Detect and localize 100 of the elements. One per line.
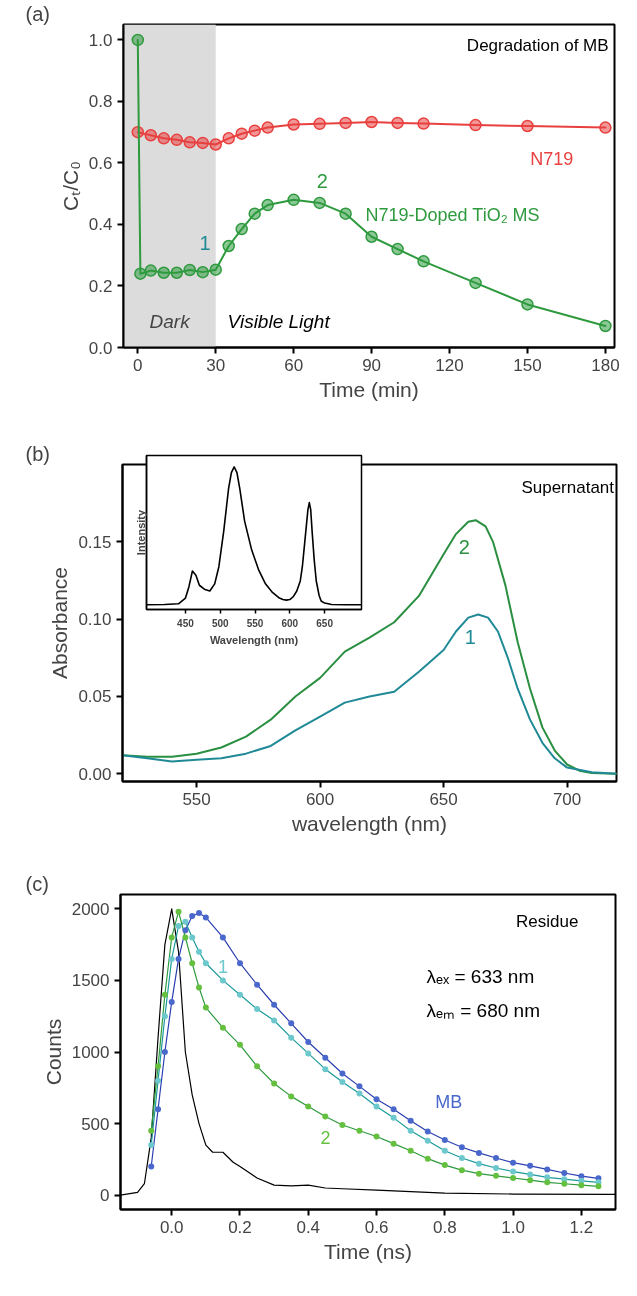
annotation: λₑₓ = 633 nm (426, 965, 535, 987)
point (248, 124, 261, 137)
point (475, 1149, 482, 1156)
point (510, 1175, 517, 1181)
point (271, 1001, 278, 1008)
text: (c) (25, 872, 49, 895)
x-tick-label: 550 (182, 789, 211, 809)
series-label: N719-Doped TiO₂ MS (365, 205, 540, 226)
point (235, 127, 248, 140)
x-tick-label: 1.2 (569, 1217, 594, 1237)
point (261, 121, 274, 134)
point (305, 1038, 312, 1045)
point (544, 1174, 551, 1181)
point (222, 132, 235, 145)
point (407, 1117, 414, 1124)
annotation: Degradation of MB (466, 36, 609, 56)
point (356, 1127, 363, 1134)
point (196, 984, 203, 991)
point (254, 1006, 261, 1013)
point (407, 1127, 414, 1134)
point (261, 198, 274, 212)
x-tick-label: 0.6 (364, 1217, 389, 1237)
y-tick-label: 0.6 (88, 153, 113, 173)
x-tick-label: 0 (133, 355, 143, 375)
point (236, 991, 243, 998)
point (305, 1103, 312, 1110)
point (578, 1182, 585, 1189)
x-axis-title: Time (ns) (324, 1239, 412, 1263)
x-tick-label: 600 (305, 789, 335, 809)
point (493, 1164, 500, 1171)
point (170, 266, 184, 279)
point (209, 263, 222, 276)
annotation: 1 (199, 231, 211, 254)
point (322, 1113, 329, 1120)
point (168, 955, 175, 962)
annotation: λₑₘ = 680 nm (426, 1000, 540, 1022)
point (235, 222, 248, 236)
point (441, 1162, 448, 1169)
y-tick-label: 2000 (71, 899, 110, 919)
point (189, 960, 196, 967)
point (365, 115, 378, 129)
x-tick-label: 1.0 (501, 1217, 525, 1237)
point (209, 138, 222, 151)
point (175, 955, 182, 962)
point (424, 1137, 431, 1144)
point (475, 1160, 482, 1167)
x-tick-label: 60 (284, 355, 304, 375)
point (544, 1179, 551, 1186)
point (219, 977, 226, 984)
band-label: Dark (149, 310, 192, 332)
series-label: 1 (464, 625, 476, 648)
x-tick-label: 650 (429, 789, 458, 809)
point (458, 1167, 465, 1174)
x-tick-label: 550 (246, 617, 264, 629)
annotation: Visible Light (227, 310, 331, 332)
x-axis-title: Time (min) (319, 377, 419, 401)
point (441, 1147, 448, 1154)
point (390, 1114, 397, 1121)
y-tick-label: 0.15 (78, 532, 112, 552)
point (595, 1183, 602, 1190)
point (196, 948, 203, 955)
point (339, 1122, 346, 1129)
point (521, 298, 534, 311)
point (236, 960, 243, 967)
point (182, 918, 189, 925)
point (161, 1013, 168, 1020)
y-tick-label: 1.0 (88, 30, 113, 50)
point (271, 1017, 278, 1024)
point (196, 910, 203, 917)
x-tick-label: 600 (281, 617, 299, 629)
series-label: 2 (458, 535, 470, 558)
x-tick-label: 30 (206, 355, 226, 375)
point (521, 119, 534, 133)
point (527, 1162, 534, 1169)
point (373, 1133, 380, 1140)
point (196, 136, 209, 150)
point (356, 1090, 363, 1097)
annotation: Supernatant (521, 477, 615, 497)
x-axis-title: wavelength (nm) (290, 811, 448, 835)
point (339, 207, 352, 220)
point (527, 1177, 534, 1184)
point (493, 1154, 500, 1161)
point (183, 136, 196, 149)
x-tick-label: 450 (177, 617, 195, 629)
text: (b) (25, 442, 50, 465)
point (339, 1070, 346, 1077)
point (313, 117, 326, 131)
point (417, 117, 430, 130)
point (183, 263, 196, 277)
point (287, 193, 300, 207)
point (196, 265, 209, 279)
point (189, 934, 196, 941)
point (424, 1155, 431, 1162)
point (148, 1142, 155, 1149)
point (189, 912, 196, 919)
point (599, 319, 612, 333)
point (155, 1063, 162, 1070)
point (417, 255, 430, 268)
point (599, 121, 612, 134)
point (391, 242, 404, 256)
